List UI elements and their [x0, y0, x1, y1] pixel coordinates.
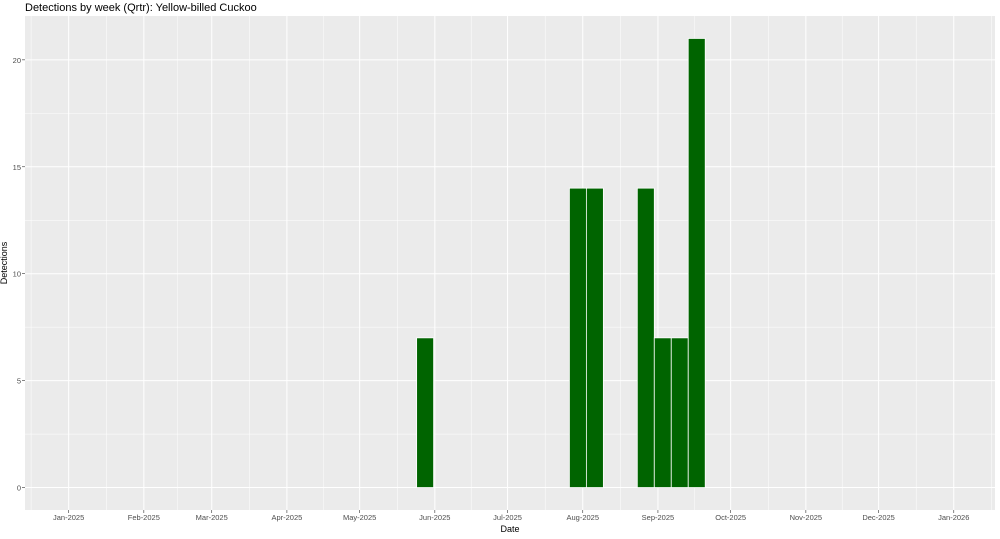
x-tick-label: Jun-2025: [419, 513, 450, 522]
y-axis-label: Detections: [0, 241, 9, 284]
bar: [670, 337, 689, 488]
y-axis: 0 5 10 15 20: [13, 56, 25, 493]
x-tick-label: Jan-2025: [53, 513, 84, 522]
x-axis: Jan-2025 Feb-2025 Mar-2025 Apr-2025 May-2025…: [53, 510, 969, 522]
plot-panel: [25, 16, 995, 510]
y-tick-label: 0: [17, 484, 21, 493]
x-tick-label: May-2025: [343, 513, 376, 522]
bar: [636, 187, 655, 488]
bar: [687, 38, 706, 488]
x-tick-label: Mar-2025: [196, 513, 228, 522]
x-tick-label: Jan-2026: [938, 513, 969, 522]
y-tick-label: 10: [13, 270, 21, 279]
x-tick-label: Aug-2025: [566, 513, 599, 522]
y-tick-label: 5: [17, 377, 21, 386]
x-tick-label: Sep-2025: [642, 513, 675, 522]
x-tick-label: Feb-2025: [128, 513, 160, 522]
bar: [569, 187, 587, 488]
x-tick-label: Apr-2025: [271, 513, 302, 522]
x-tick-label: Jul-2025: [493, 513, 522, 522]
bar: [653, 337, 672, 488]
y-tick-label: 20: [13, 56, 21, 65]
x-tick-label: Oct-2025: [715, 513, 746, 522]
y-tick-label: 15: [13, 163, 21, 172]
x-axis-label: Date: [500, 524, 519, 534]
x-tick-label: Dec-2025: [862, 513, 895, 522]
x-tick-label: Nov-2025: [790, 513, 823, 522]
bars: [416, 38, 706, 488]
bar: [416, 337, 435, 488]
chart-title: Detections by week (Qrtr): Yellow-billed…: [25, 2, 257, 14]
bar: [585, 187, 604, 488]
